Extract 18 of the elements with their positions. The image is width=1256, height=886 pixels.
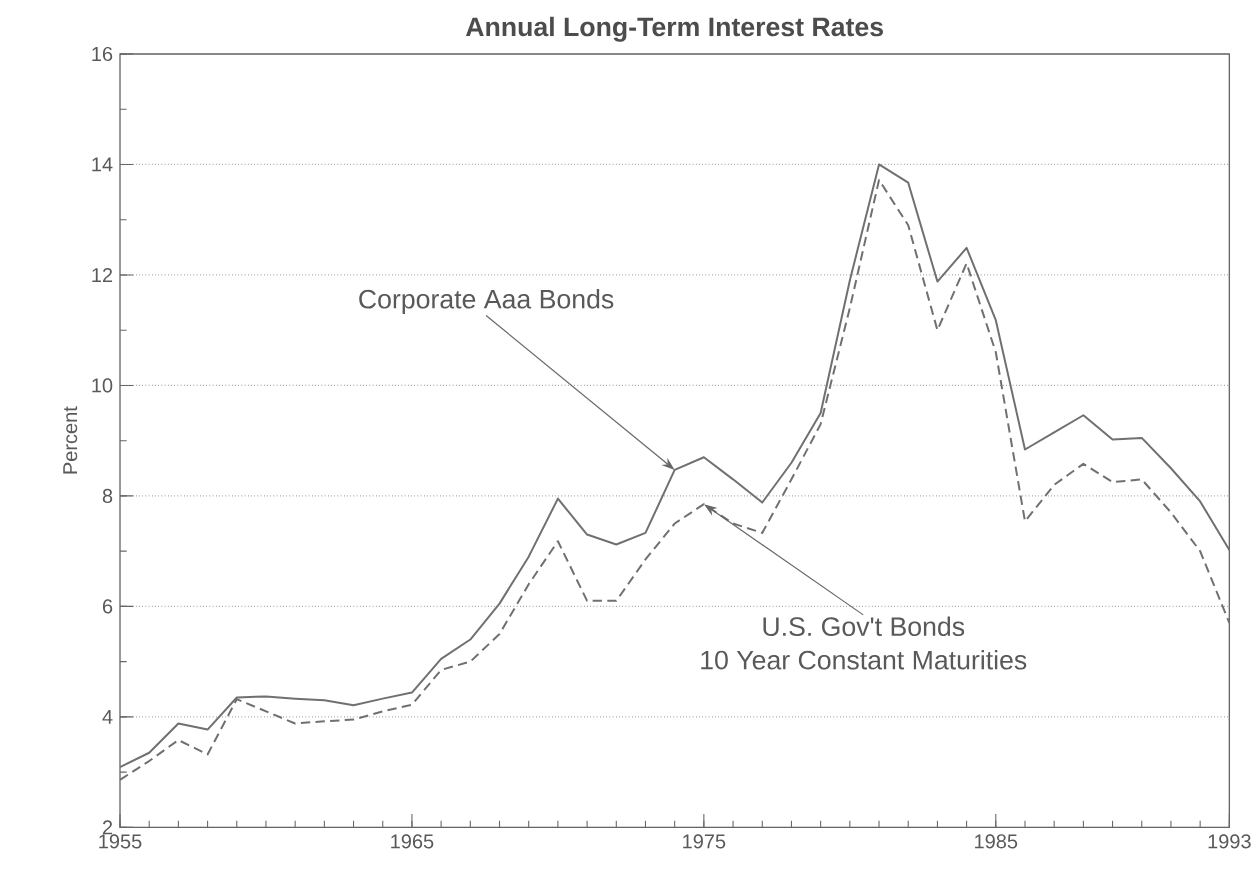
y-tick-label: 10 <box>92 378 113 393</box>
y-axis-title: Percent <box>63 406 78 474</box>
annotation: Corporate Aaa Bonds <box>359 289 614 314</box>
y-tick-label: 14 <box>92 157 113 172</box>
annotation: U.S. Gov't Bonds <box>763 616 965 637</box>
x-tick-label: 1975 <box>683 834 726 849</box>
x-tick-label: 1965 <box>391 834 434 849</box>
y-tick-label: 16 <box>92 46 113 62</box>
x-tick-label: 1993 <box>1208 834 1251 849</box>
y-tick-label: 12 <box>92 267 113 282</box>
y-tick-label: 2 <box>102 820 113 835</box>
chart-title: Annual Long-Term Interest Rates <box>465 16 883 42</box>
y-tick-label: 8 <box>102 488 113 503</box>
x-tick-label: 1955 <box>99 834 142 849</box>
y-tick-label: 6 <box>102 599 113 614</box>
y-tick-label: 4 <box>102 709 113 724</box>
x-tick-label: 1985 <box>975 834 1018 849</box>
annotation: 10 Year Constant Maturities <box>701 649 1027 670</box>
